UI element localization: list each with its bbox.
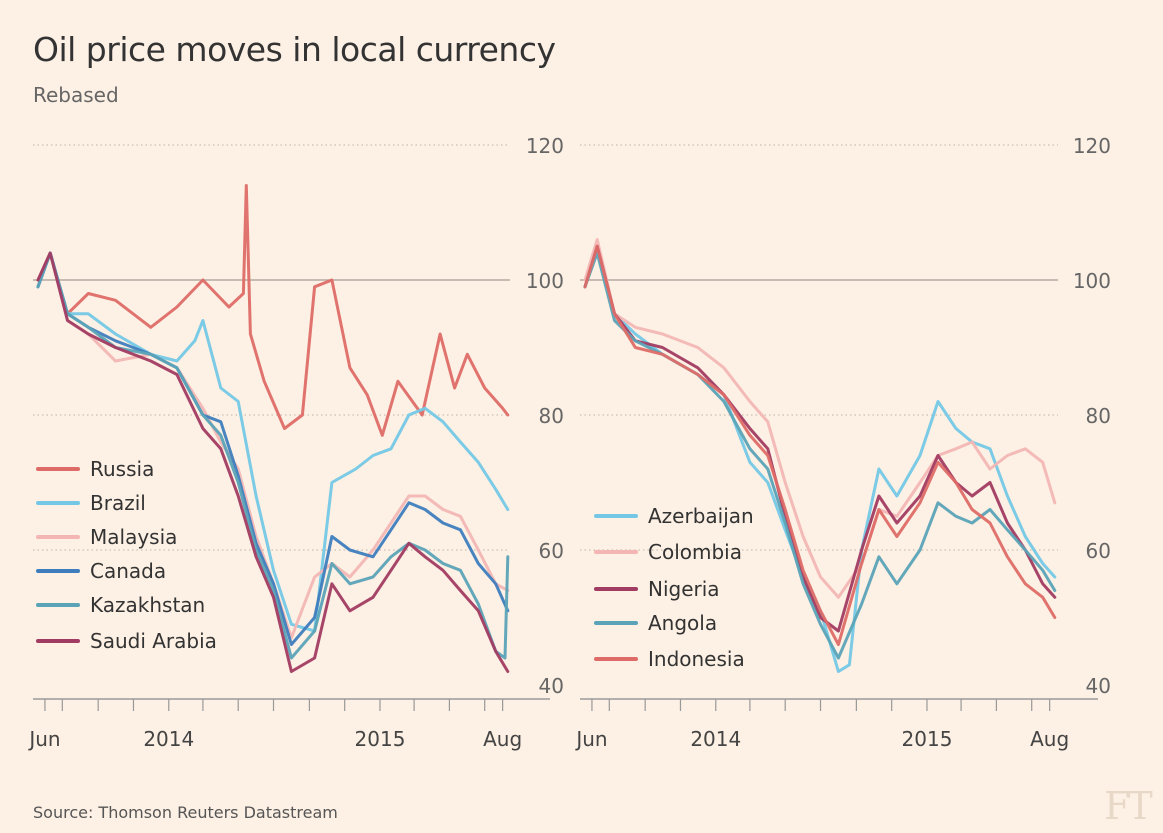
legend-label-indonesia: Indonesia xyxy=(648,647,745,671)
x-tick-label: Aug xyxy=(1030,727,1069,751)
page-title: Oil price moves in local currency xyxy=(33,30,556,69)
x-tick-label: 2015 xyxy=(902,727,953,751)
y-tick-label: 120 xyxy=(526,134,564,158)
source-note: Source: Thomson Reuters Datastream xyxy=(33,803,338,822)
series-line-saudi-arabia xyxy=(36,251,510,673)
legend-label-azerbaijan: Azerbaijan xyxy=(648,504,754,528)
series-line-canada xyxy=(36,251,510,646)
x-tick-label: 2014 xyxy=(143,727,194,751)
series-line-russia xyxy=(36,184,510,437)
x-tick-label: Jun xyxy=(574,727,607,751)
series-line-malaysia xyxy=(36,251,510,640)
right-panel: 40 60 80 100 120 Jun 2014 2015 Aug Azerbaijan Colo… xyxy=(574,134,1111,751)
legend-label-saudi-arabia: Saudi Arabia xyxy=(90,629,217,653)
y-tick-label: 60 xyxy=(539,539,564,563)
legend-label-angola: Angola xyxy=(648,611,717,635)
legend-label-brazil: Brazil xyxy=(90,491,146,515)
y-tick-label: 120 xyxy=(1073,134,1111,158)
y-tick-label: 80 xyxy=(539,404,564,428)
y-tick-label: 100 xyxy=(1073,269,1111,293)
y-tick-label: 60 xyxy=(1086,539,1111,563)
left-panel: 40 60 80 100 120 Jun 2014 2015 Aug Russia Brazil Ma… xyxy=(27,134,564,751)
y-tick-label: 40 xyxy=(539,674,564,698)
y-tick-label: 40 xyxy=(1086,674,1111,698)
series-line-indonesia xyxy=(583,244,1057,646)
ft-logo: FT xyxy=(1104,784,1153,828)
legend-label-nigeria: Nigeria xyxy=(648,577,720,601)
series-line-brazil xyxy=(36,251,510,633)
y-tick-label: 80 xyxy=(1086,404,1111,428)
x-tick-label: 2014 xyxy=(690,727,741,751)
series-line-nigeria xyxy=(583,244,1057,633)
y-tick-label: 100 xyxy=(526,269,564,293)
legend-label-malaysia: Malaysia xyxy=(90,525,177,549)
x-tick-label: Aug xyxy=(483,727,522,751)
page-subtitle: Rebased xyxy=(33,83,119,107)
legend-label-kazakhstan: Kazakhstan xyxy=(90,593,205,617)
legend-label-russia: Russia xyxy=(90,457,154,481)
legend-label-colombia: Colombia xyxy=(648,540,742,564)
x-tick-label: 2015 xyxy=(355,727,406,751)
series-line-colombia xyxy=(583,238,1057,599)
x-tick-label: Jun xyxy=(27,727,60,751)
legend-label-canada: Canada xyxy=(90,559,166,583)
